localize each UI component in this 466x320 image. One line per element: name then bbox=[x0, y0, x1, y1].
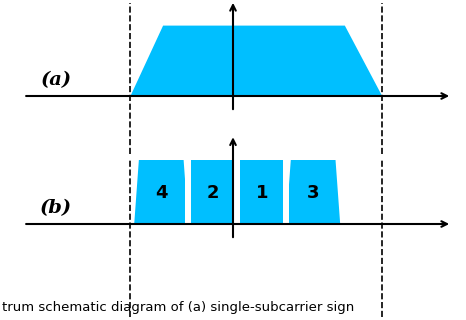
Text: trum schematic diagram of (a) single-subcarrier sign: trum schematic diagram of (a) single-sub… bbox=[2, 300, 355, 314]
Bar bbox=[283, 157, 289, 227]
Polygon shape bbox=[185, 160, 240, 224]
Text: 1: 1 bbox=[256, 184, 268, 202]
Text: 3: 3 bbox=[307, 184, 319, 202]
Polygon shape bbox=[286, 160, 340, 224]
Text: 4: 4 bbox=[155, 184, 167, 202]
Polygon shape bbox=[130, 26, 382, 96]
Bar bbox=[234, 157, 240, 227]
Text: 2: 2 bbox=[206, 184, 219, 202]
Text: (b): (b) bbox=[40, 199, 72, 217]
Polygon shape bbox=[235, 160, 289, 224]
Polygon shape bbox=[134, 160, 188, 224]
Text: (a): (a) bbox=[41, 71, 71, 89]
Bar bbox=[185, 157, 191, 227]
